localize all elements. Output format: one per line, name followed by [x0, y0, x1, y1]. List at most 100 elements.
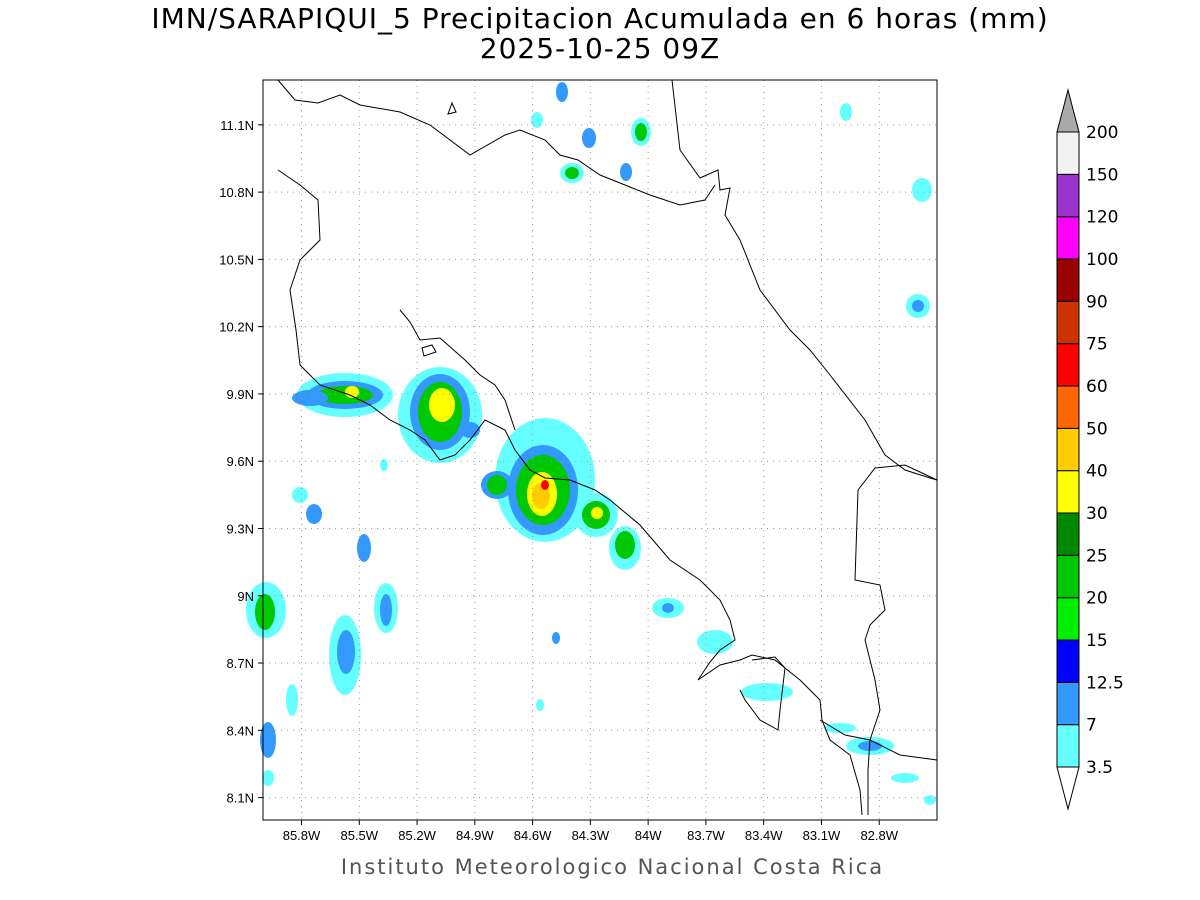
coastline: [277, 79, 938, 816]
lon-tick-label: 84.3W: [572, 828, 610, 843]
precip-cell: [635, 123, 647, 141]
precip-cell: [662, 603, 674, 613]
precip-cell: [357, 534, 371, 562]
colorbar-max-arrow: [1056, 88, 1080, 133]
footer-credit: Instituto Meteorologico Nacional Costa R…: [340, 855, 885, 879]
colorbar-segment: [1056, 512, 1080, 556]
lat-tick-label: 8.1N: [227, 791, 254, 806]
colorbar-segment: [1056, 343, 1080, 387]
colorbar-label: 15: [1086, 631, 1108, 651]
precip-cell: [741, 683, 793, 701]
lat-tick-label: 9.9N: [227, 387, 254, 402]
border-line: [854, 464, 938, 815]
map-title: IMN/SARAPIQUI_5 Precipitacion Acumulada …: [151, 2, 1049, 35]
coast-line: [739, 656, 786, 731]
colorbar-min-arrow: [1056, 766, 1080, 811]
colorbar-legend: 3.5 7 12.5 15 20 25 30 40 50 60 75 90 100 120 150 200: [1056, 88, 1124, 811]
precip-cell: [429, 388, 455, 422]
lat-tick-label: 8.7N: [227, 656, 254, 671]
precip-cell: [840, 103, 852, 121]
precip-cell: [536, 699, 544, 711]
lat-tick-label: 10.5N: [219, 252, 254, 267]
colorbar-label: 120: [1086, 208, 1118, 228]
colorbar-label: 20: [1086, 589, 1108, 609]
colorbar-label: 200: [1086, 123, 1118, 143]
lat-tick-label: 9N: [237, 589, 254, 604]
colorbar-segment: [1056, 131, 1080, 175]
lon-tick-label: 82.8W: [860, 828, 898, 843]
lon-tick-label: 85.8W: [283, 828, 321, 843]
lat-tick-label: 8.4N: [227, 723, 254, 738]
colorbar-segment: [1056, 216, 1080, 260]
map-grid: [263, 80, 937, 820]
colorbar-label: 7: [1086, 716, 1097, 736]
precip-cell: [620, 163, 632, 181]
colorbar-label: 3.5: [1086, 758, 1113, 778]
precip-cell: [912, 178, 932, 202]
precip-cell: [487, 475, 507, 495]
colorbar-label: 12.5: [1086, 673, 1124, 693]
colorbar-segment: [1056, 597, 1080, 641]
precip-cell: [582, 128, 596, 148]
lat-tick-label: 9.3N: [227, 521, 254, 536]
precip-cell: [556, 82, 568, 102]
precipitation-field: [246, 82, 936, 805]
colorbar-segment: [1056, 724, 1080, 768]
coast-line: [819, 719, 938, 761]
precip-cell: [286, 684, 298, 716]
precip-cell: [262, 770, 274, 786]
precip-cell: [565, 167, 579, 179]
colorbar-label: 40: [1086, 462, 1108, 482]
colorbar-segment: [1056, 470, 1080, 514]
precip-cell: [380, 459, 388, 471]
colorbar-segment: [1056, 427, 1080, 472]
precip-cell: [697, 630, 733, 654]
coast-line: [399, 309, 516, 431]
colorbar-label: 30: [1086, 504, 1108, 524]
colorbar-label: 90: [1086, 292, 1108, 312]
lon-tick-label: 84.9W: [456, 828, 494, 843]
lat-tick-label: 10.8N: [219, 185, 254, 200]
colorbar-segment: [1056, 681, 1080, 726]
precip-cell: [337, 630, 355, 674]
precip-cell: [306, 504, 322, 524]
precip-cell: [292, 390, 328, 406]
lon-tick-label: 84.6W: [514, 828, 552, 843]
precip-cell: [924, 795, 936, 805]
lon-tick-label: 83.7W: [687, 828, 725, 843]
colorbar-segment: [1056, 258, 1080, 302]
colorbar-segment: [1056, 385, 1080, 429]
precip-cell: [615, 531, 635, 559]
map-subtitle-date: 2025-10-25 09Z: [479, 32, 721, 65]
precip-cell: [591, 507, 603, 519]
longitude-axis: 85.8W 85.5W 85.2W 84.9W 84.6W 84.3W 84W 83.7W 83…: [283, 820, 899, 843]
lon-tick-label: 85.2W: [398, 828, 436, 843]
lon-tick-label: 83.4W: [745, 828, 783, 843]
lon-tick-label: 84W: [635, 828, 662, 843]
colorbar-segment: [1056, 173, 1080, 218]
coast-line: [447, 101, 457, 115]
colorbar-segment: [1056, 300, 1080, 345]
border-line: [671, 79, 938, 481]
lat-tick-label: 9.6N: [227, 454, 254, 469]
border-line: [277, 79, 716, 206]
lon-tick-label: 85.5W: [340, 828, 378, 843]
colorbar-label: 50: [1086, 419, 1108, 439]
map-frame: [262, 79, 938, 821]
colorbar-label: 75: [1086, 335, 1108, 355]
precip-cell: [912, 300, 924, 312]
colorbar-label: 60: [1086, 377, 1108, 397]
colorbar-label: 100: [1086, 250, 1118, 270]
colorbar-segment: [1056, 639, 1080, 683]
colorbar-label: 25: [1086, 546, 1108, 566]
lat-tick-label: 11.1N: [220, 118, 254, 133]
colorbar-segment: [1056, 554, 1080, 599]
precip-cell: [552, 632, 560, 644]
precip-cell: [292, 487, 308, 503]
lon-tick-label: 83.1W: [803, 828, 841, 843]
precip-cell: [824, 723, 856, 733]
precip-cell: [255, 594, 275, 630]
latitude-axis: 11.1N 10.8N 10.5N 10.2N 9.9N 9.6N 9.3N 9N 8.7N 8.…: [219, 118, 263, 806]
precip-cell: [891, 773, 919, 783]
